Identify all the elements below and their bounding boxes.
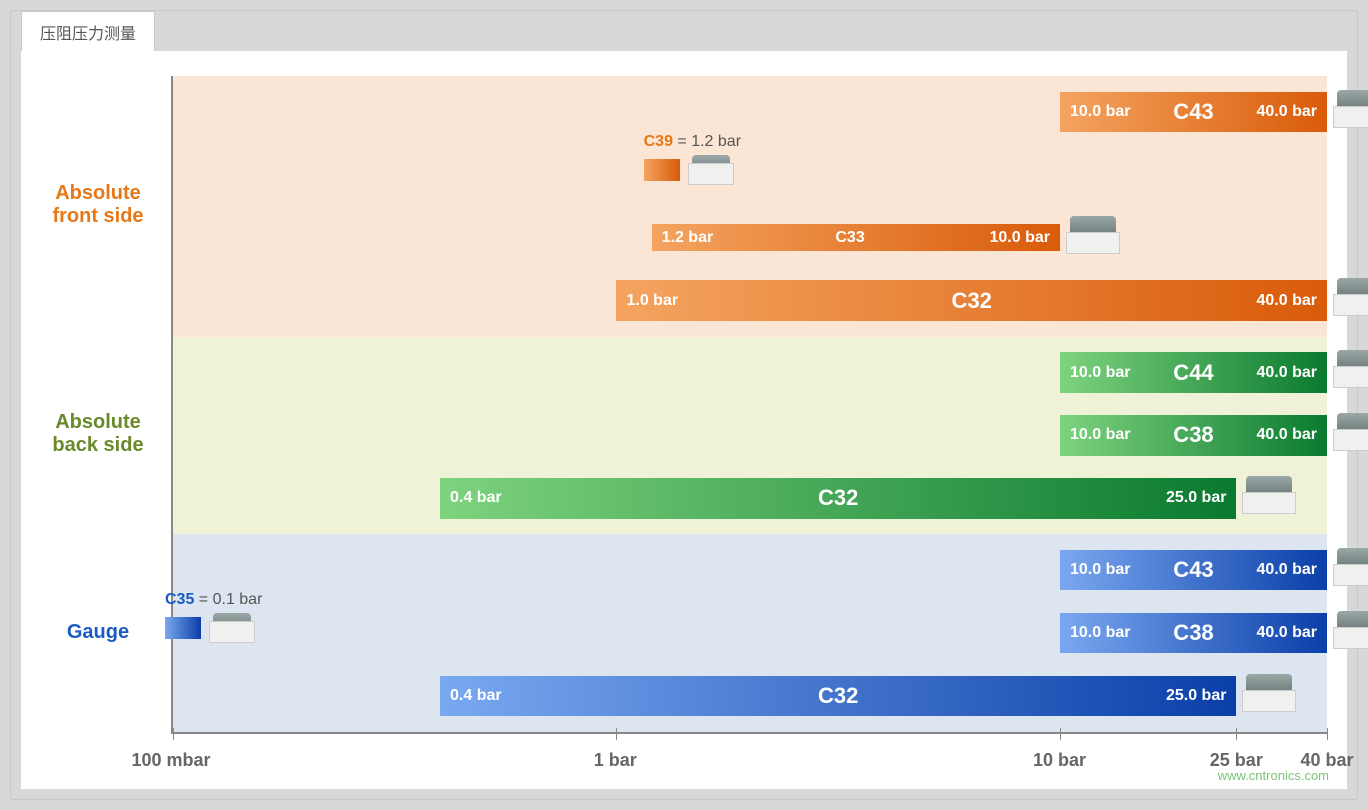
sensor-chip-icon <box>688 153 734 185</box>
chart-row: C39 = 1.2 bar <box>173 155 1327 195</box>
bar-min-label: 0.4 bar <box>450 687 502 705</box>
range-bar-c38: 10.0 bar C38 40.0 bar <box>1060 613 1327 653</box>
sensor-chip-icon <box>1333 411 1368 451</box>
point-value: = 0.1 bar <box>194 591 262 608</box>
bar-name-label: C43 <box>1173 557 1213 583</box>
range-bar-c32: 0.4 bar C32 25.0 bar <box>440 676 1236 716</box>
range-bar-c32: 0.4 bar C32 25.0 bar <box>440 478 1236 518</box>
chart-row: 0.4 bar C32 25.0 bar <box>173 676 1327 716</box>
axis-tick <box>1060 728 1061 740</box>
chart-row: 10.0 bar C43 40.0 bar <box>173 92 1327 132</box>
section-label-line: Gauge <box>33 621 163 644</box>
bar-min-label: 10.0 bar <box>1070 103 1130 121</box>
chart-row: 10.0 bar C38 40.0 bar <box>173 415 1327 455</box>
tab-label: 压阻压力测量 <box>40 26 136 43</box>
chart-row: 10.0 bar C44 40.0 bar <box>173 352 1327 392</box>
axis-label: 40 bar <box>1300 750 1353 771</box>
bar-name-label: C33 <box>835 229 864 247</box>
bar-name-label: C38 <box>1173 620 1213 646</box>
bar-name-label: C43 <box>1173 99 1213 125</box>
section-label-line: Absolute <box>33 182 163 205</box>
axis-tick <box>1236 728 1237 740</box>
bar-name-label: C44 <box>1173 360 1213 386</box>
axis-label: 1 bar <box>594 750 637 771</box>
range-bar-c43: 10.0 bar C43 40.0 bar <box>1060 92 1327 132</box>
section-abs-front: Absolutefront side10.0 barC4340.0 barC39… <box>173 76 1327 337</box>
bar-max-label: 25.0 bar <box>1166 687 1226 705</box>
chart-area: Absolutefront side10.0 barC4340.0 barC39… <box>21 51 1347 789</box>
range-bar-c44: 10.0 bar C44 40.0 bar <box>1060 352 1327 392</box>
axis-label: 100 mbar <box>131 750 210 771</box>
section-label-abs-back: Absoluteback side <box>33 411 163 457</box>
sensor-chip-icon <box>1333 88 1368 128</box>
range-bar-c38: 10.0 bar C38 40.0 bar <box>1060 415 1327 455</box>
bar-max-label: 40.0 bar <box>1257 426 1317 444</box>
chart-row: C35 = 0.1 bar10.0 barC3840.0 bar <box>173 613 1327 653</box>
sensor-chip-icon <box>1242 672 1296 712</box>
sensor-chip-icon <box>209 611 255 643</box>
bar-min-label: 1.0 bar <box>626 292 678 310</box>
bar-name-label: C32 <box>818 485 858 511</box>
sensor-chip-icon <box>1333 348 1368 388</box>
axis-label: 25 bar <box>1210 750 1263 771</box>
point-block-c39 <box>644 159 680 181</box>
section-label-gauge: Gauge <box>33 621 163 644</box>
sensor-chip-icon <box>1333 276 1368 316</box>
axis-tick <box>616 728 617 740</box>
chart-row: 1.0 bar C32 40.0 bar <box>173 280 1327 320</box>
bar-min-label: 10.0 bar <box>1070 561 1130 579</box>
bar-max-label: 40.0 bar <box>1257 561 1317 579</box>
bar-name-label: C32 <box>818 683 858 709</box>
section-label-line: front side <box>33 205 163 228</box>
bar-name-label: C38 <box>1173 422 1213 448</box>
bar-max-label: 40.0 bar <box>1257 292 1317 310</box>
point-label-c35: C35 = 0.1 bar <box>165 591 262 609</box>
bar-min-label: 10.0 bar <box>1070 364 1130 382</box>
sensor-chip-icon <box>1242 474 1296 514</box>
bar-max-label: 40.0 bar <box>1257 364 1317 382</box>
section-label-line: Absolute <box>33 411 163 434</box>
bar-max-label: 10.0 bar <box>990 229 1050 247</box>
chart-row: 10.0 bar C43 40.0 bar <box>173 550 1327 590</box>
chart-row: 0.4 bar C32 25.0 bar <box>173 478 1327 518</box>
axis-tick <box>173 728 174 740</box>
point-value: = 1.2 bar <box>673 133 741 150</box>
bar-min-label: 10.0 bar <box>1070 426 1130 444</box>
axis-tick <box>1327 728 1328 740</box>
range-bar-c33: 1.2 bar C33 10.0 bar <box>652 224 1060 251</box>
tab-piezoresistive[interactable]: 压阻压力测量 <box>21 11 155 52</box>
range-bar-c32: 1.0 bar C32 40.0 bar <box>616 280 1327 320</box>
section-label-abs-front: Absolutefront side <box>33 182 163 228</box>
sensor-chip-icon <box>1066 214 1120 254</box>
bar-min-label: 1.2 bar <box>662 229 714 247</box>
point-name: C35 <box>165 591 194 608</box>
section-abs-back: Absoluteback side10.0 barC4440.0 bar10.0… <box>173 337 1327 535</box>
plot-region: Absolutefront side10.0 barC4340.0 barC39… <box>171 76 1327 734</box>
point-block-c35 <box>165 617 201 639</box>
bar-max-label: 25.0 bar <box>1166 489 1226 507</box>
chart-row: 1.2 bar C33 10.0 bar <box>173 218 1327 258</box>
section-gauge: Gauge10.0 barC4340.0 barC35 = 0.1 bar10.… <box>173 534 1327 732</box>
bar-min-label: 0.4 bar <box>450 489 502 507</box>
panel-frame: 压阻压力测量 Absolutefront side10.0 barC4340.0… <box>10 10 1358 800</box>
axis-label: 10 bar <box>1033 750 1086 771</box>
point-label-c39: C39 = 1.2 bar <box>644 133 741 151</box>
bar-max-label: 40.0 bar <box>1257 103 1317 121</box>
point-name: C39 <box>644 133 673 150</box>
bar-max-label: 40.0 bar <box>1257 624 1317 642</box>
sensor-chip-icon <box>1333 609 1368 649</box>
range-bar-c43: 10.0 bar C43 40.0 bar <box>1060 550 1327 590</box>
bar-name-label: C32 <box>952 288 992 314</box>
sensor-chip-icon <box>1333 546 1368 586</box>
bar-min-label: 10.0 bar <box>1070 624 1130 642</box>
section-label-line: back side <box>33 434 163 457</box>
